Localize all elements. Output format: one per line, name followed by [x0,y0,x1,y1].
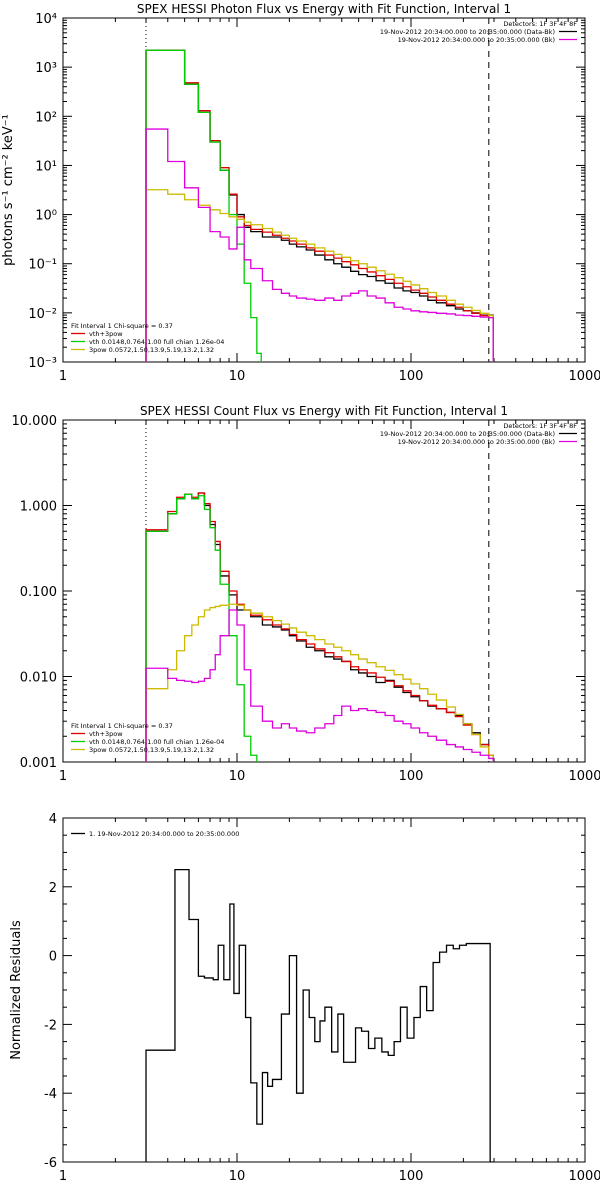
y-tick-label: 0.100 [20,585,57,600]
series-3pow [146,190,493,362]
series-bk [146,129,493,362]
legend-header: Detectors: 1F 3F 4F 8F [503,422,577,430]
y-tick-label: 0.010 [20,671,57,686]
y-tick-label: 10³ [35,61,57,76]
x-tick-label: 1 [59,369,67,384]
y-tick-label: 10⁻² [28,307,57,322]
x-tick-label: 1000 [568,1169,600,1184]
fit-legend-label: vth+3pow [89,330,123,338]
series-residuals [146,870,495,1162]
y-tick-label: 1.000 [20,500,57,515]
y-tick-label: -2 [44,1018,57,1033]
series-data-bk [146,493,493,762]
fit-legend-header: Fit Interval 1 Chi-square = 0.37 [71,322,173,330]
x-tick-label: 10 [229,369,246,384]
fit-legend-label: vth 0.0148,0.764,1.00 full chian 1.26e-0… [89,738,224,746]
series-group [146,50,493,362]
chart-photon: SPEX HESSI Photon Flux vs Energy with Fi… [1,2,600,384]
x-tick-label: 100 [399,1169,424,1184]
fit-legend-label: 3pow 0.0572,1.50,13.9,5.19,13.2,1.32 [89,346,214,354]
legend-label: 19-Nov-2012 20:34:00.000 to 20:35:00.000… [380,28,555,36]
legend-label: 19-Nov-2012 20:34:00.000 to 20:35:00.000… [398,36,555,44]
x-tick-label: 1000 [568,769,600,784]
y-tick-label: 10² [35,110,57,125]
y-tick-label: 10.000 [12,414,58,429]
y-tick-label: 0 [49,950,57,965]
legend-label: 19-Nov-2012 20:34:00.000 to 20:35:00.000… [398,438,555,446]
y-tick-label: 4 [49,812,57,827]
plot-frame [63,420,585,762]
y-tick-label: 10⁰ [35,209,57,224]
x-tick-label: 10 [229,769,246,784]
y-tick-label: -4 [44,1087,57,1102]
fit-legend-header: Fit Interval 1 Chi-square = 0.37 [71,722,173,730]
x-tick-label: 1 [59,1169,67,1184]
fit-legend-label: 3pow 0.0572,1.50,13.9,5.19,13.2,1.32 [89,746,214,754]
y-tick-label: 10⁴ [35,12,57,27]
y-tick-label: -6 [44,1156,57,1171]
series-vth [146,50,261,362]
y-tick-label: 10¹ [35,159,57,174]
x-tick-label: 100 [399,769,424,784]
chart-title: SPEX HESSI Photon Flux vs Energy with Fi… [137,2,511,16]
fit-legend-label: vth 0.0148,0.764,1.00 full chian 1.26e-0… [89,338,224,346]
x-tick-label: 1 [59,769,67,784]
series-group [146,870,495,1162]
x-tick-label: 1000 [568,369,600,384]
chart-count: SPEX HESSI Count Flux vs Energy with Fit… [12,404,600,784]
plot-frame [63,18,585,362]
plot-frame [63,818,585,1162]
series-group [146,493,493,766]
y-tick-label: 10⁻³ [28,356,57,371]
x-tick-label: 10 [229,1169,246,1184]
legend-label: 19-Nov-2012 20:34:00.000 to 20:35:00.000… [380,430,555,438]
y-tick-label: 10⁻¹ [28,258,57,273]
y-tick-label: 0.001 [20,756,57,771]
fit-legend-label: vth+3pow [89,730,123,738]
x-tick-label: 100 [399,369,424,384]
chart-resid: Normalized Residuals 1 10 100 1000 -6 -4 -2 0 2 4 1… [9,812,600,1184]
y-tick-label: 2 [49,881,57,896]
chart-title: SPEX HESSI Count Flux vs Energy with Fit… [140,404,508,418]
y-axis-label: Normalized Residuals [9,920,24,1060]
residual-legend-label: 1. 19-Nov-2012 20:34:00.000 to 20:35:00.… [89,830,239,838]
y-axis-label: photons s⁻¹ cm⁻² keV⁻¹ [1,114,16,266]
legend-header: Detectors: 1F 3F 4F 8F [503,20,577,28]
series-vth-3pow [146,493,493,762]
